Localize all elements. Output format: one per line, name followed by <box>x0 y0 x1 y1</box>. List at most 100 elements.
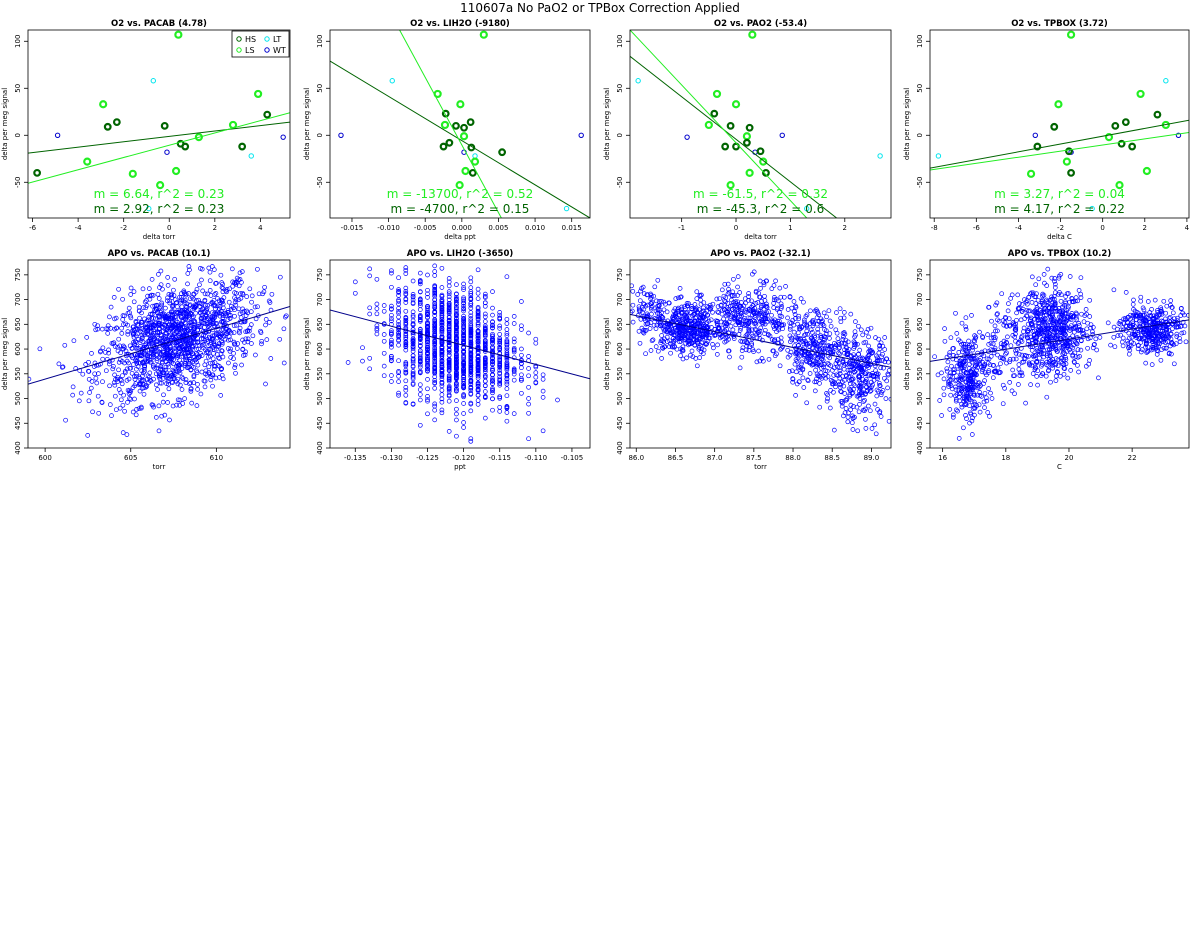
data-point <box>673 296 679 301</box>
data-point <box>656 299 662 304</box>
data-point <box>526 410 531 416</box>
data-point <box>250 333 256 339</box>
data-point <box>979 394 984 399</box>
data-point <box>396 319 401 324</box>
data-point <box>228 337 233 343</box>
plot-frame <box>329 259 591 449</box>
data-point-ls <box>128 169 137 178</box>
data-point <box>958 372 964 378</box>
data-point <box>1001 356 1007 362</box>
data-point <box>697 292 703 298</box>
data-point <box>179 337 184 343</box>
data-point <box>99 326 105 332</box>
data-point <box>175 376 181 382</box>
legend-marker-wt <box>264 47 270 53</box>
y-tick-label: 700 <box>14 293 22 306</box>
data-point <box>190 335 196 341</box>
data-point <box>153 415 159 420</box>
data-point <box>195 387 200 392</box>
data-point <box>743 339 749 344</box>
data-point <box>691 312 696 317</box>
data-point <box>795 365 801 371</box>
regression-annotation: m = 2.92, r^2 = 0.23 <box>94 202 225 216</box>
chart-panel-7: APO vs. PAO2 (-32.1)86.0 86.5 87.0 87.5 88.0… <box>603 249 892 471</box>
data-point <box>231 339 237 345</box>
data-point <box>468 318 474 324</box>
data-point <box>511 347 517 353</box>
data-point <box>159 338 165 344</box>
legend-label-lt: LT <box>273 35 281 44</box>
data-point <box>145 331 151 336</box>
legend-marker-lt <box>264 36 270 42</box>
y-tick-label: 750 <box>14 268 22 281</box>
data-point <box>439 344 445 350</box>
data-point <box>120 317 126 322</box>
data-point <box>963 324 969 330</box>
data-point <box>988 340 994 346</box>
data-point <box>432 263 438 269</box>
data-point <box>722 339 728 345</box>
data-point <box>686 337 692 343</box>
data-point <box>468 310 474 315</box>
data-point <box>863 416 868 422</box>
data-point <box>661 323 667 329</box>
data-point <box>963 413 968 418</box>
data-point <box>80 371 86 377</box>
data-point <box>963 327 969 332</box>
y-tick-label: 750 <box>316 268 324 281</box>
data-point <box>389 284 394 290</box>
data-point <box>652 316 658 321</box>
data-point <box>504 364 510 370</box>
data-point <box>697 293 703 299</box>
data-point <box>638 288 643 294</box>
data-point <box>801 385 807 390</box>
data-point <box>403 267 409 273</box>
data-point <box>396 324 401 330</box>
data-point <box>475 320 481 326</box>
data-point-hs <box>710 109 719 118</box>
data-point <box>730 289 735 295</box>
data-point <box>845 414 851 420</box>
data-point <box>970 347 975 353</box>
data-point <box>232 295 237 301</box>
data-point <box>468 400 474 406</box>
data-point <box>861 356 867 362</box>
data-point <box>956 382 962 388</box>
data-point <box>461 379 466 384</box>
data-point <box>210 383 215 389</box>
data-point <box>857 363 863 369</box>
data-point <box>163 359 169 365</box>
data-point <box>475 373 481 379</box>
data-point <box>93 327 99 333</box>
data-point-hs <box>1065 147 1073 156</box>
data-point <box>841 334 846 340</box>
data-point <box>243 349 249 355</box>
data-point <box>468 436 474 442</box>
data-point <box>468 354 474 360</box>
data-point <box>850 427 856 432</box>
data-point <box>144 384 150 389</box>
data-point <box>111 364 116 369</box>
data-point <box>134 359 139 364</box>
data-point-wt <box>164 149 170 155</box>
data-point <box>802 319 807 325</box>
data-point <box>963 397 969 403</box>
data-point <box>977 329 982 335</box>
data-point <box>804 400 810 406</box>
data-point <box>1000 401 1006 407</box>
data-point <box>837 351 843 357</box>
data-point <box>170 302 176 308</box>
data-point <box>872 401 878 407</box>
data-point <box>855 341 860 347</box>
data-point <box>850 413 855 419</box>
data-point <box>110 366 116 372</box>
data-point <box>490 289 495 294</box>
y-axis-label: delta per meg signal <box>1 88 9 160</box>
data-point <box>367 355 373 361</box>
data-point <box>482 327 488 333</box>
data-point <box>475 330 481 336</box>
data-point <box>490 319 495 324</box>
data-point <box>410 401 416 407</box>
data-point <box>227 286 232 292</box>
data-point <box>869 426 875 431</box>
